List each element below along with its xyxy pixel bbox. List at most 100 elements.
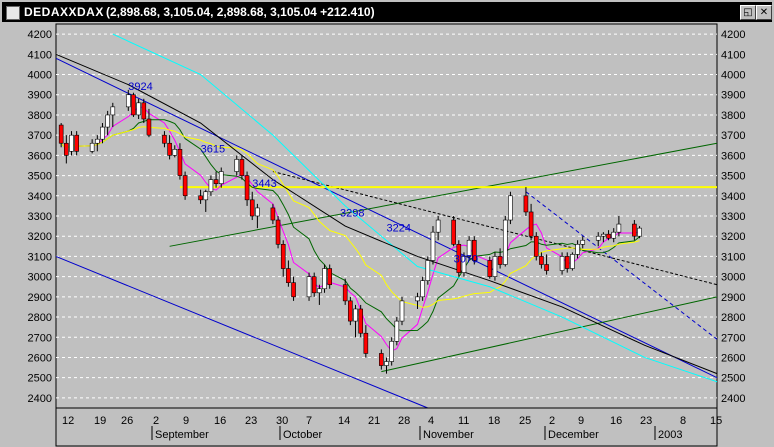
candle-body-16 [172,149,178,156]
ma-slow-line [60,126,640,308]
x-month-label-0: September [155,429,209,441]
candle-body-11 [136,102,141,116]
blue-trend-upper [55,57,718,379]
candle-body-34 [306,276,312,298]
candle-body-1 [64,142,69,156]
restore-icon[interactable]: ◱ [740,5,756,20]
candle-body-57 [466,239,472,257]
x-day-label-7: 30 [276,415,288,427]
y-tick-right-3000: 3000 [721,272,745,284]
title-bar[interactable]: DEDAXXDAX (2,898.68, 3,105.04, 2,898.68,… [2,2,772,22]
candle-body-39 [342,284,348,302]
candle-body-44 [379,353,384,366]
candle-body-19 [198,195,203,201]
candle-body-59 [487,260,493,277]
x-day-label-12: 4 [428,415,434,427]
x-day-label-2: 26 [121,415,133,427]
candle-body-75 [601,233,606,237]
candle-body-5 [95,138,100,144]
price-chart: 2400 2400 2500 2500 2600 2600 2700 2700 2800 2800… [0,22,774,447]
y-tick-left-2600: 2600 [28,352,52,364]
x-day-label-17: 9 [578,415,584,427]
x-day-label-21: 15 [710,415,722,427]
candle-body-49 [415,296,420,302]
y-tick-left-4200: 4200 [28,29,52,41]
window-icon[interactable] [6,6,20,20]
x-day-label-1: 19 [94,415,106,427]
green-channel-lower [381,296,718,373]
candle-body-65 [528,211,534,237]
annotation-label-0: 3924 [128,81,152,93]
candle-body-41 [353,308,358,322]
y-tick-right-2900: 2900 [721,292,745,304]
candle-body-72 [575,243,580,255]
candle-body-55 [456,243,462,273]
blue-trend-lower [55,255,429,409]
x-axis-box [55,407,718,447]
candle-body-69 [559,256,565,271]
candle-body-61 [497,256,503,265]
candle-body-64 [523,195,529,213]
candle-body-4 [89,142,95,152]
x-day-label-6: 23 [245,415,257,427]
y-tick-left-3100: 3100 [28,251,52,263]
y-tick-right-3400: 3400 [721,191,745,203]
y-tick-left-3400: 3400 [28,191,52,203]
y-tick-left-2900: 2900 [28,292,52,304]
candle-body-45 [384,361,389,366]
candle-body-25 [239,159,245,176]
blue-dashed-trend [525,191,718,340]
candle-body-33 [291,282,296,298]
annotation-label-1: 3615 [201,143,225,155]
candle-body-8 [110,106,116,116]
y-tick-left-2400: 2400 [28,393,52,405]
y-tick-left-3900: 3900 [28,90,52,102]
quote-values: (2,898.68, 3,105.04, 2,898.68, 3,105.04 … [106,5,375,19]
y-tick-right-3600: 3600 [721,150,745,162]
x-day-label-5: 16 [214,415,226,427]
candle-body-15 [167,142,172,156]
candle-body-48 [399,300,405,322]
candle-body-70 [564,256,570,269]
candle-body-12 [141,102,147,120]
candle-body-20 [203,191,209,201]
candle-body-56 [461,256,467,273]
annotation-label-2: 3443 [252,178,276,190]
y-tick-left-3700: 3700 [28,130,52,142]
y-tick-left-3000: 3000 [28,272,52,284]
candle-body-78 [616,223,622,233]
x-day-label-8: 7 [306,415,312,427]
y-tick-right-2700: 2700 [721,332,745,344]
x-day-label-9: 14 [338,415,350,427]
candle-body-60 [492,256,498,277]
ma-fast-line [60,106,640,352]
candle-body-62 [502,219,508,265]
close-icon[interactable]: ✕ [756,5,772,20]
y-tick-left-3500: 3500 [28,171,52,183]
candle-body-50 [420,280,425,298]
candle-body-37 [322,268,327,290]
y-tick-left-3600: 3600 [28,150,52,162]
candle-body-58 [471,239,477,261]
candle-body-14 [162,134,167,144]
annotation-label-5: 3070 [454,253,478,265]
x-day-label-15: 25 [519,415,531,427]
candle-body-51 [425,260,431,281]
x-month-label-1: October [283,429,322,441]
candle-body-13 [146,118,152,136]
x-day-label-16: 2 [549,415,555,427]
y-tick-left-4100: 4100 [28,49,52,61]
candle-body-71 [570,254,575,269]
y-tick-left-2500: 2500 [28,373,52,385]
y-tick-left-3300: 3300 [28,211,52,223]
y-tick-right-2600: 2600 [721,352,745,364]
candle-body-9 [125,94,131,108]
candle-body-40 [348,300,353,322]
candle-body-66 [533,235,539,257]
candle-body-38 [327,268,332,286]
y-tick-left-2700: 2700 [28,332,52,344]
candle-body-30 [275,219,281,245]
annotation-label-3: 3298 [340,207,364,219]
y-tick-right-3100: 3100 [721,251,745,263]
x-month-label-4: 2003 [658,429,682,441]
